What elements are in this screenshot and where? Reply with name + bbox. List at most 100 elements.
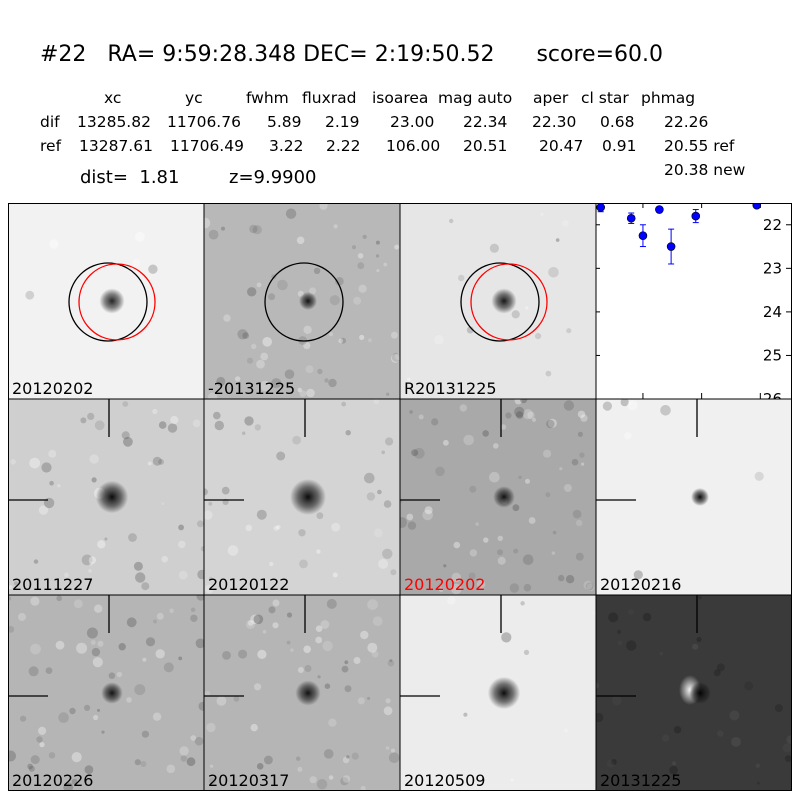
noise-speckle — [362, 234, 367, 239]
col-magauto: mag auto — [438, 89, 513, 107]
noise-speckle — [252, 225, 262, 235]
noise-speckle — [305, 365, 314, 374]
noise-speckle — [290, 648, 294, 652]
noise-speckle — [89, 454, 99, 464]
noise-speckle — [545, 370, 552, 377]
data-point — [596, 203, 605, 212]
data-point — [752, 203, 762, 210]
noise-speckle — [385, 437, 394, 446]
noise-speckle — [469, 549, 478, 557]
noise-speckle — [292, 435, 301, 445]
noise-speckle — [642, 612, 652, 622]
noise-speckle — [118, 643, 126, 651]
noise-speckle — [364, 472, 375, 484]
col-clstar: cl star — [581, 89, 629, 107]
noise-speckle — [316, 779, 328, 790]
ref-fluxrad: 2.22 — [326, 137, 361, 155]
noise-speckle — [489, 471, 500, 483]
stamp-label: 20131225 — [600, 771, 682, 790]
noise-speckle — [128, 533, 137, 542]
dif-fluxrad: 2.19 — [325, 113, 360, 131]
stamp-label: 20120202 — [12, 379, 94, 398]
noise-speckle — [696, 636, 702, 643]
noise-speckle — [576, 519, 583, 527]
noise-speckle — [158, 421, 167, 429]
data-point — [638, 231, 648, 240]
noise-speckle — [166, 764, 176, 774]
noise-speckle — [342, 775, 351, 783]
noise-speckle — [558, 574, 565, 582]
col-fwhm: fwhm — [246, 89, 289, 107]
noise-speckle — [525, 478, 530, 484]
noise-speckle — [317, 675, 321, 679]
noise-speckle — [341, 401, 347, 407]
noise-speckle — [522, 409, 533, 420]
stamp-image — [400, 595, 596, 791]
ref-magauto: 20.51 — [463, 137, 508, 155]
noise-speckle — [559, 467, 563, 471]
ytick-label: 23 — [763, 259, 782, 277]
stamp-image — [596, 399, 792, 595]
dif-isoarea: 23.00 — [390, 113, 435, 131]
noise-speckle — [497, 556, 506, 565]
noise-speckle — [525, 306, 529, 310]
noise-speckle — [86, 627, 98, 639]
noise-speckle — [190, 607, 196, 612]
noise-speckle — [463, 434, 474, 446]
noise-speckle — [272, 622, 279, 629]
noise-speckle — [449, 218, 454, 224]
noise-speckle — [276, 451, 286, 461]
noise-speckle — [303, 645, 311, 654]
noise-speckle — [390, 569, 397, 576]
noise-speckle — [33, 559, 39, 564]
noise-speckle — [510, 778, 514, 782]
stamp-panel: 20120122 — [204, 399, 400, 595]
noise-speckle — [163, 662, 174, 673]
stamp-image — [596, 595, 792, 791]
noise-speckle — [360, 785, 366, 791]
noise-speckle — [555, 238, 560, 242]
noise-speckle — [56, 595, 62, 602]
source-blob — [295, 680, 321, 706]
noise-speckle — [104, 537, 108, 541]
noise-speckle — [774, 704, 783, 713]
ref-clstar: 0.91 — [602, 137, 637, 155]
noise-speckle — [322, 640, 333, 652]
noise-speckle — [577, 431, 583, 437]
noise-speckle — [624, 432, 632, 440]
noise-speckle — [153, 619, 157, 624]
stamp-image — [400, 203, 596, 399]
ref-yc: 11706.49 — [170, 137, 244, 155]
noise-speckle — [30, 596, 40, 606]
noise-speckle — [345, 430, 351, 436]
noise-speckle — [377, 489, 382, 495]
noise-speckle — [48, 449, 57, 458]
noise-speckle — [443, 439, 449, 446]
noise-speckle — [10, 459, 16, 465]
ytick-label: 22 — [763, 216, 782, 234]
noise-speckle — [540, 212, 544, 216]
noise-speckle — [247, 287, 257, 297]
noise-speckle — [513, 548, 519, 554]
source-blob — [101, 682, 123, 704]
noise-speckle — [315, 625, 323, 632]
noise-speckle — [147, 461, 152, 466]
noise-speckle — [434, 334, 444, 345]
noise-speckle — [221, 226, 225, 231]
noise-speckle — [268, 606, 276, 614]
noise-speckle — [612, 695, 622, 706]
noise-speckle — [329, 332, 333, 337]
noise-speckle — [744, 681, 754, 691]
noise-speckle — [264, 755, 273, 765]
noise-speckle — [505, 412, 512, 419]
noise-speckle — [253, 614, 264, 625]
source-blob — [487, 676, 521, 710]
noise-speckle — [93, 714, 99, 721]
noise-speckle — [45, 667, 53, 674]
noise-speckle — [298, 529, 306, 537]
noise-speckle — [469, 485, 477, 493]
noise-speckle — [367, 696, 371, 700]
noise-speckle — [262, 629, 267, 634]
dif-phmag: 22.26 — [664, 113, 709, 131]
noise-speckle — [178, 656, 183, 661]
